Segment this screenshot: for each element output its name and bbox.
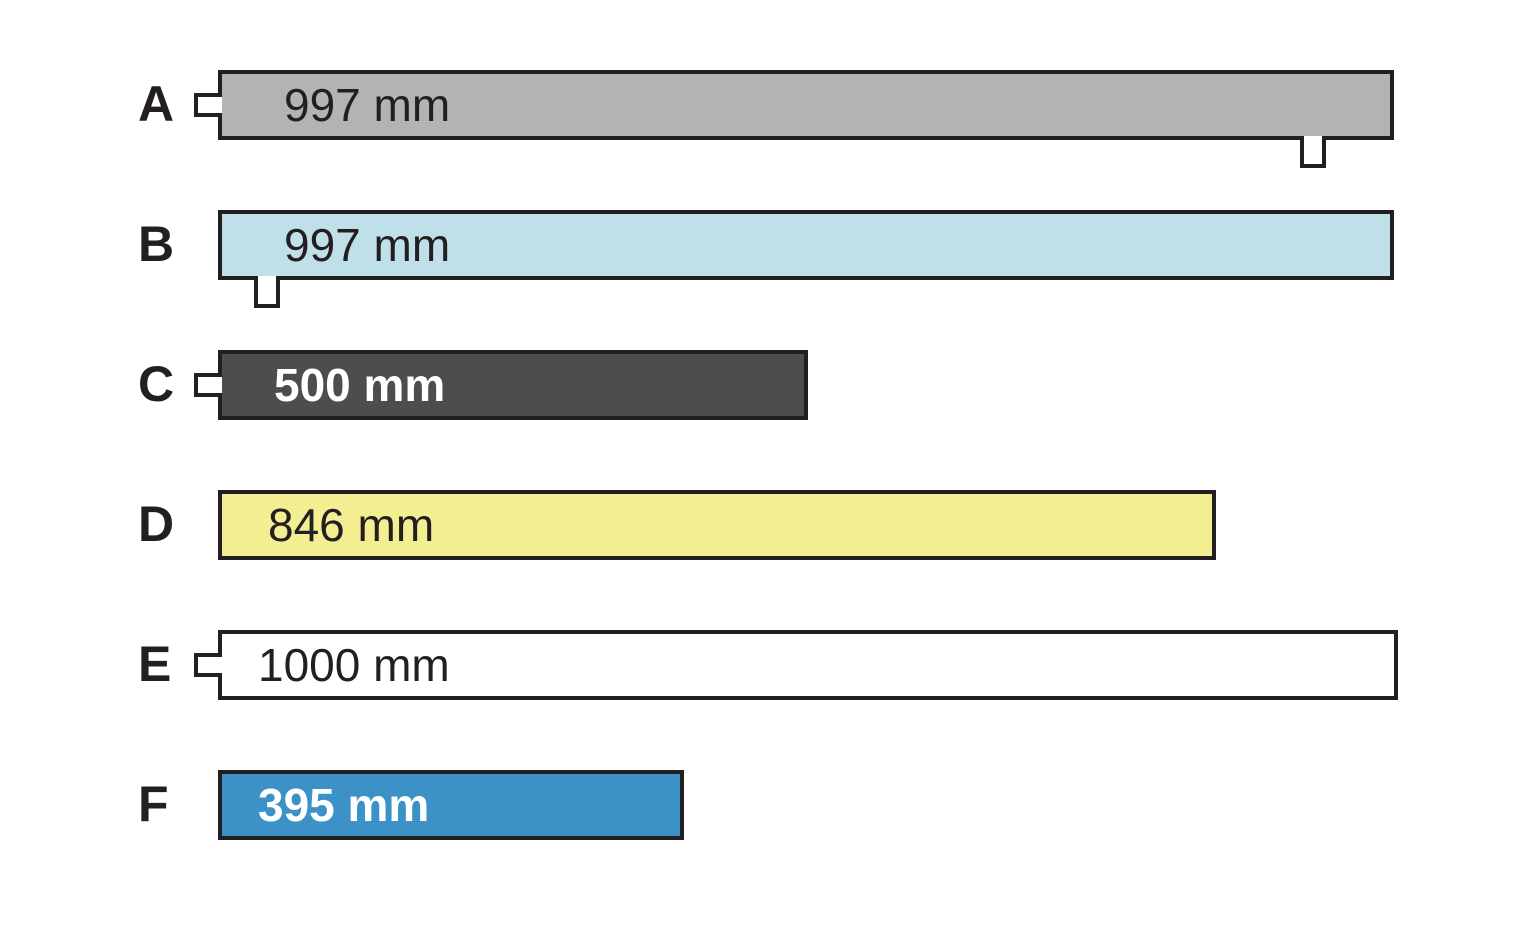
row-letter-a: A xyxy=(138,75,174,133)
bar-label-a: 997 mm xyxy=(284,78,450,132)
left-tab-a xyxy=(194,93,222,117)
left-tab-c xyxy=(194,373,222,397)
bottom-tab-b xyxy=(254,276,280,308)
row-letter-f: F xyxy=(138,775,169,833)
row-letter-c: C xyxy=(138,355,174,413)
row-letter-b: B xyxy=(138,215,174,273)
row-letter-d: D xyxy=(138,495,174,553)
bar-label-f: 395 mm xyxy=(258,778,429,832)
bottom-tab-a xyxy=(1300,136,1326,168)
row-letter-e: E xyxy=(138,635,171,693)
diagram-stage: A 997 mm B 997 mm C 500 mm D 846 mm E 1000 mm F 395… xyxy=(0,0,1536,946)
bar-label-e: 1000 mm xyxy=(258,638,450,692)
bar-label-b: 997 mm xyxy=(284,218,450,272)
bar-label-c: 500 mm xyxy=(274,358,445,412)
bar-label-d: 846 mm xyxy=(268,498,434,552)
left-tab-e xyxy=(194,653,222,677)
